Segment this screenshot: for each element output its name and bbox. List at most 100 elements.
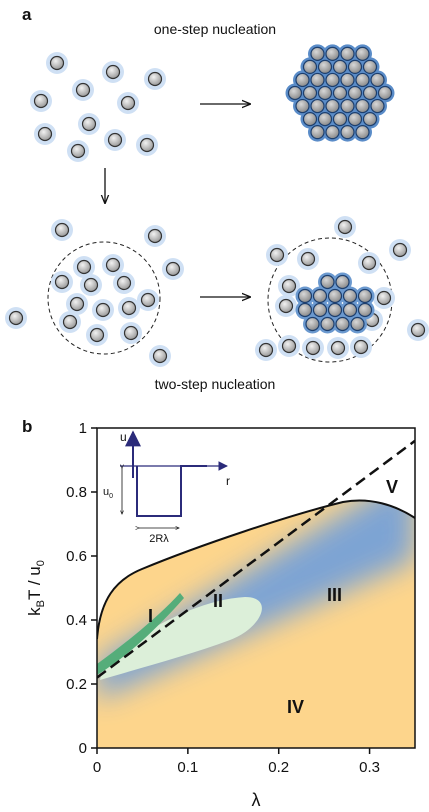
particle [314, 304, 327, 317]
particle [356, 100, 369, 113]
y-tick-label: 0.4 [66, 612, 87, 629]
particle [307, 342, 320, 355]
region-label: IV [287, 697, 304, 717]
particle [304, 87, 317, 100]
y-tick-label: 0 [79, 740, 87, 757]
particle [341, 47, 354, 60]
inset-label: r [226, 474, 230, 488]
particle [154, 350, 167, 363]
particle [349, 60, 362, 73]
figure: a one-step nucleation two-step nucleatio… [0, 0, 429, 812]
y-tick-label: 0.8 [66, 484, 87, 501]
particle [107, 66, 120, 79]
caption: two-step nucleation [155, 376, 276, 392]
particle [314, 290, 327, 303]
particle [289, 87, 302, 100]
particle [351, 318, 364, 331]
x-tick-label: 0.1 [177, 759, 198, 776]
particle [260, 344, 273, 357]
particle [379, 87, 392, 100]
particle [344, 304, 357, 317]
particle [299, 290, 312, 303]
particle [311, 126, 324, 139]
particle [363, 257, 376, 270]
particle [311, 100, 324, 113]
particle [334, 60, 347, 73]
particle [356, 47, 369, 60]
y-tick-label: 0.6 [66, 548, 87, 565]
particle [107, 259, 120, 272]
x-axis-label: λ [252, 790, 261, 810]
particle [122, 97, 135, 110]
particle [71, 298, 84, 311]
particle [78, 261, 91, 274]
particle [359, 304, 372, 317]
particle [326, 73, 339, 86]
particle [311, 47, 324, 60]
particle [364, 87, 377, 100]
particle [356, 73, 369, 86]
particle [321, 276, 334, 289]
particle [336, 318, 349, 331]
particle [302, 253, 315, 266]
particle [35, 95, 48, 108]
inset-label: u [120, 430, 127, 444]
particle [356, 126, 369, 139]
particle [109, 134, 122, 147]
particle [326, 126, 339, 139]
particle [334, 113, 347, 126]
particle [319, 87, 332, 100]
particle [91, 329, 104, 342]
particle [10, 312, 23, 325]
particle [341, 100, 354, 113]
particle [280, 300, 293, 313]
particle [332, 342, 345, 355]
particle [319, 60, 332, 73]
particle [334, 87, 347, 100]
particle [326, 100, 339, 113]
particle [149, 230, 162, 243]
particle [394, 244, 407, 257]
particle [118, 277, 131, 290]
particle [329, 304, 342, 317]
particle [326, 47, 339, 60]
particle [123, 302, 136, 315]
panel-label: a [22, 5, 32, 24]
caption: one-step nucleation [154, 21, 276, 37]
panel-label: b [22, 417, 32, 436]
x-tick-label: 0.3 [359, 759, 380, 776]
particle [412, 324, 425, 337]
particle [329, 290, 342, 303]
particle [39, 128, 52, 141]
particle [299, 304, 312, 317]
particle [125, 327, 138, 340]
particle [304, 113, 317, 126]
particle [319, 113, 332, 126]
particle [283, 280, 296, 293]
particle [77, 84, 90, 97]
y-axis-label: kBT / u0 [25, 560, 47, 616]
particle [56, 224, 69, 237]
particle [149, 73, 162, 86]
phase-regions [97, 428, 415, 748]
region-label: V [386, 477, 398, 497]
particle [283, 340, 296, 353]
x-tick-label: 0 [93, 759, 101, 776]
particle [341, 73, 354, 86]
particle [371, 100, 384, 113]
particle [97, 304, 110, 317]
x-tick-label: 0.2 [268, 759, 289, 776]
particle [51, 57, 64, 70]
region-label: II [213, 591, 223, 611]
particle [64, 316, 77, 329]
particles [5, 44, 429, 367]
y-tick-label: 0.2 [66, 676, 87, 693]
particle [311, 73, 324, 86]
particle [56, 276, 69, 289]
particle [321, 318, 334, 331]
particle [355, 341, 368, 354]
particle [364, 113, 377, 126]
particle [341, 126, 354, 139]
y-tick-label: 1 [79, 420, 87, 437]
particle [271, 249, 284, 262]
